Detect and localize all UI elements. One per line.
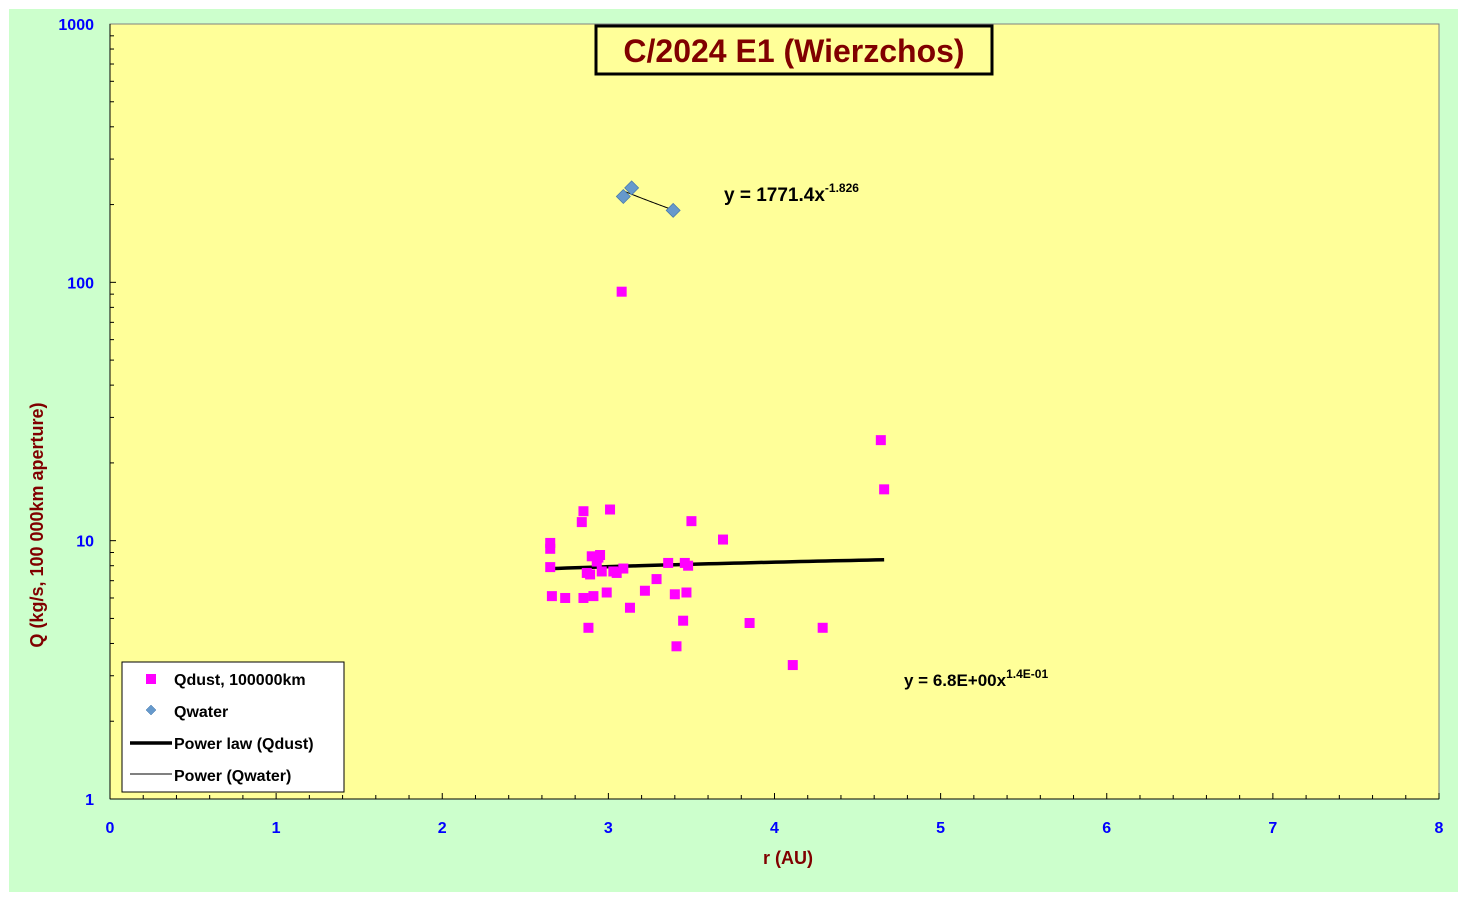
- x-tick-label: 4: [770, 820, 779, 837]
- legend-dust-label: Qdust, 100000km: [174, 672, 306, 689]
- y-tick-label: 1000: [58, 17, 94, 34]
- dust-point: [879, 484, 890, 495]
- dust-point: [545, 537, 556, 548]
- dust-point: [546, 591, 557, 602]
- chart-title: C/2024 E1 (Wierzchos): [623, 33, 964, 69]
- dust-point: [718, 534, 729, 545]
- legend-dust-marker: [146, 674, 156, 684]
- y-tick-label: 100: [67, 275, 94, 292]
- dust-point: [671, 641, 682, 652]
- dust-point: [585, 569, 596, 580]
- dust-point: [618, 563, 629, 574]
- dust-point: [651, 574, 662, 585]
- x-tick-label: 1: [272, 820, 281, 837]
- water-point: [615, 188, 631, 204]
- dust-point: [588, 591, 599, 602]
- y-tick-label: 10: [76, 534, 94, 551]
- dust-point: [616, 286, 627, 297]
- dust-point: [605, 504, 616, 515]
- water-point: [665, 202, 681, 218]
- x-tick-label: 7: [1268, 820, 1277, 837]
- dust-point: [681, 587, 692, 598]
- legend-water-marker: [145, 704, 157, 716]
- x-tick-label: 3: [604, 820, 613, 837]
- dust-point: [663, 557, 674, 568]
- data-markers: [545, 180, 890, 671]
- water-point: [624, 180, 640, 196]
- dust-point: [576, 517, 587, 528]
- x-tick-label: 5: [936, 820, 945, 837]
- x-tick-label: 6: [1102, 820, 1111, 837]
- dust-point: [578, 592, 589, 603]
- dust-point: [611, 567, 622, 578]
- dust-point: [683, 560, 694, 571]
- dust-point: [601, 587, 612, 598]
- dust-point: [639, 585, 650, 596]
- dust-point: [595, 550, 606, 561]
- water-trend-equation: y = 1771.4x-1.826: [724, 181, 859, 206]
- dust-point: [875, 435, 886, 446]
- y-axis-title: Q (kg/s, 100 000km aperture): [27, 402, 47, 647]
- dust-point: [669, 589, 680, 600]
- legend-water-label: Qwater: [174, 704, 228, 721]
- legend: Qdust, 100000km Qwater Power law (Qdust)…: [121, 661, 345, 793]
- x-tick-label: 8: [1435, 820, 1444, 837]
- dust-point: [560, 592, 571, 603]
- dust-point: [744, 618, 755, 629]
- legend-dust-trend-label: Power law (Qdust): [174, 736, 314, 753]
- dust-point: [545, 543, 556, 554]
- dust-point: [545, 562, 556, 573]
- dust-trend-equation: y = 6.8E+00x1.4E-01: [904, 667, 1048, 690]
- x-tick-label: 2: [438, 820, 447, 837]
- dust-point: [686, 516, 697, 527]
- chart-title-box: C/2024 E1 (Wierzchos): [594, 24, 994, 76]
- dust-point: [624, 602, 635, 613]
- legend-water-trend-label: Power (Qwater): [174, 768, 291, 785]
- dust-point: [586, 551, 597, 562]
- dust-point: [787, 660, 798, 671]
- y-tick-label: 1: [85, 792, 94, 809]
- x-tick-label: 0: [106, 820, 115, 837]
- dust-point: [817, 622, 828, 633]
- dust-point: [578, 506, 589, 517]
- dust-point: [678, 615, 689, 626]
- x-axis-title: r (AU): [763, 848, 813, 868]
- dust-point: [583, 622, 594, 633]
- dust-point: [596, 566, 607, 577]
